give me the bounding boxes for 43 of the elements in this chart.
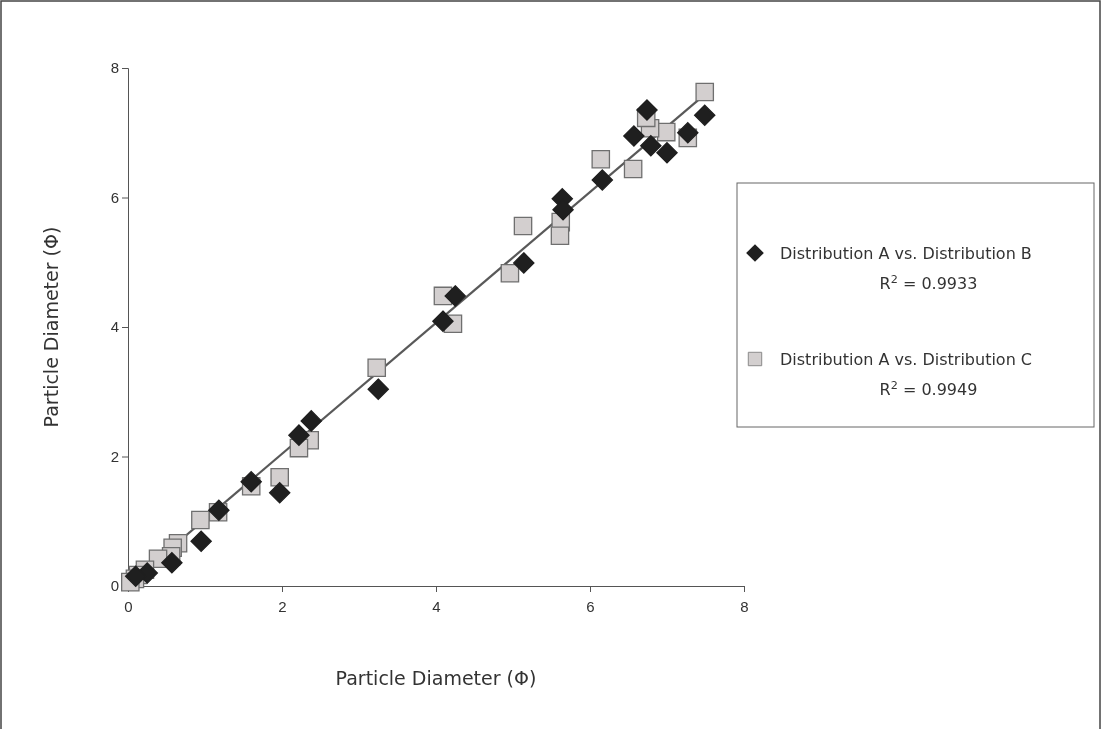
point [367, 378, 389, 400]
point [513, 216, 533, 236]
x-tick-label: 4 [432, 597, 441, 615]
x-axis-title: Particle Diameter (Φ) [335, 667, 537, 689]
point [591, 149, 611, 169]
point [677, 122, 699, 144]
point [161, 551, 183, 574]
x-tick-label: 2 [278, 597, 287, 615]
y-tick-label: 4 [110, 318, 119, 336]
point [550, 226, 570, 246]
point [695, 82, 715, 102]
point [270, 467, 289, 487]
point [240, 471, 262, 493]
y-tick-label: 2 [110, 447, 119, 465]
point [500, 263, 520, 283]
point [432, 310, 454, 332]
y-tick-label: 8 [110, 59, 119, 77]
point [636, 99, 658, 121]
point [288, 424, 310, 446]
point [300, 410, 323, 432]
point [623, 159, 643, 179]
y-axis-title: Particle Diameter (Φ) [40, 226, 62, 428]
y-tick-label: 6 [110, 188, 119, 206]
point [191, 510, 210, 530]
point [640, 134, 662, 157]
x-tick-label: 6 [586, 597, 595, 615]
point [268, 482, 291, 504]
point [693, 104, 716, 127]
point [513, 252, 535, 274]
text: R$^{2}$ = 0.9933 [879, 272, 978, 293]
point [656, 122, 676, 142]
y-tick-label: 0 [110, 577, 119, 595]
point [367, 358, 387, 378]
point [444, 285, 466, 307]
legend-label: Distribution A vs. Distribution C [780, 350, 1033, 369]
text: R$^{2}$ = 0.9949 [879, 378, 978, 399]
point [591, 169, 614, 191]
x-tick-label: 0 [124, 597, 133, 615]
point [190, 530, 212, 553]
point [623, 125, 645, 147]
legend-label: Distribution A vs. Distribution B [780, 244, 1032, 263]
point [656, 142, 678, 164]
x-tick-label: 8 [740, 597, 749, 615]
